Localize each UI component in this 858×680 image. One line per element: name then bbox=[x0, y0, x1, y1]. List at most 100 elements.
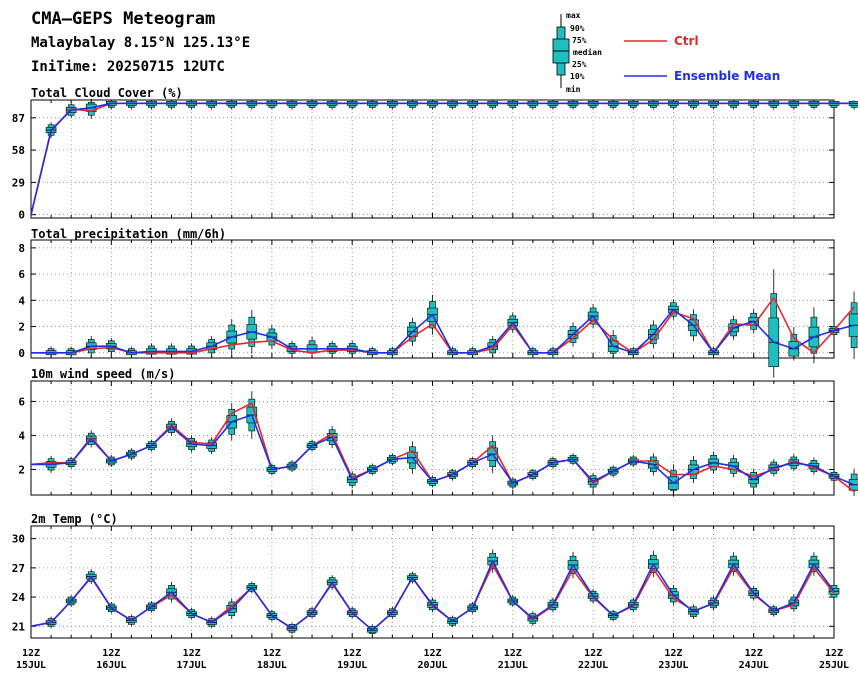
y-tick-label: 0 bbox=[18, 347, 25, 360]
ensemble-box bbox=[427, 100, 438, 110]
legend-median-label: median bbox=[573, 47, 602, 57]
x-tick-label-hour: 12Z bbox=[664, 648, 682, 659]
x-tick-label-date: 17JUL bbox=[177, 660, 207, 671]
ensemble-box bbox=[467, 100, 478, 110]
panel-title: Total precipitation (mm/6h) bbox=[31, 227, 226, 241]
x-tick-label-date: 24JUL bbox=[739, 660, 769, 671]
legend-max-label: max bbox=[566, 11, 581, 20]
x-tick-label-date: 20JUL bbox=[417, 660, 447, 671]
panel-title: 2m Temp (°C) bbox=[31, 512, 118, 526]
ensemble-box bbox=[246, 100, 258, 110]
panel-4: 2m Temp (°C) 21 24 27 30 bbox=[12, 512, 840, 639]
y-tick-label: 58 bbox=[12, 144, 25, 157]
legend-p10-label: 10% bbox=[570, 72, 585, 81]
ensemble-box bbox=[186, 100, 197, 110]
x-tick-label-hour: 12Z bbox=[102, 648, 120, 659]
panel-title: Total Cloud Cover (%) bbox=[31, 86, 183, 100]
x-tick-label-date: 25JUL bbox=[819, 660, 849, 671]
ensemble-box bbox=[266, 100, 278, 110]
x-tick-label-hour: 12Z bbox=[745, 648, 763, 659]
ensemble-box bbox=[507, 100, 519, 110]
x-axis: 12Z15JUL12Z16JUL12Z17JUL12Z18JUL12Z19JUL… bbox=[16, 648, 849, 671]
panel-1: Total Cloud Cover (%) 0 29 58 87 bbox=[12, 86, 858, 222]
panel-title: 10m wind speed (m/s) bbox=[31, 367, 176, 381]
x-tick-label-hour: 12Z bbox=[263, 648, 281, 659]
x-tick-label-date: 22JUL bbox=[578, 660, 608, 671]
x-tick-label-hour: 12Z bbox=[343, 648, 361, 659]
ensemble-box bbox=[487, 100, 499, 110]
y-tick-label: 87 bbox=[12, 112, 25, 125]
legend-p25-label: 25% bbox=[572, 60, 587, 69]
ensemble-box bbox=[527, 100, 539, 110]
series-mean-line bbox=[30, 560, 835, 632]
x-tick-label-date: 16JUL bbox=[96, 660, 126, 671]
ensemble-box bbox=[387, 100, 398, 110]
x-tick-label-hour: 12Z bbox=[504, 648, 522, 659]
panel-2: Total precipitation (mm/6h) 0 2 4 6 8 bbox=[18, 227, 858, 378]
series-mean-line bbox=[31, 308, 855, 354]
init-time-label: IniTime: 20250715 12UTC bbox=[31, 59, 225, 75]
ensemble-box bbox=[306, 100, 318, 110]
ensemble-box bbox=[206, 100, 217, 110]
ensemble-box bbox=[166, 343, 177, 357]
chart-title: CMA–GEPS Meteogram bbox=[31, 9, 215, 29]
y-tick-label: 29 bbox=[12, 176, 25, 189]
legend-mean-label: Ensemble Mean bbox=[674, 69, 780, 83]
ensemble-box bbox=[45, 346, 57, 356]
y-tick-label: 0 bbox=[18, 209, 25, 222]
x-tick-label-hour: 12Z bbox=[423, 648, 441, 659]
ensemble-box bbox=[648, 100, 659, 110]
y-tick-label: 6 bbox=[18, 268, 25, 281]
ensemble-box bbox=[166, 100, 177, 110]
x-tick-label-hour: 12Z bbox=[584, 648, 602, 659]
ensemble-box bbox=[407, 100, 418, 110]
ensemble-box bbox=[366, 346, 378, 356]
legend-lines: Ctrl Ensemble Mean bbox=[624, 34, 780, 83]
y-tick-label: 2 bbox=[18, 321, 25, 334]
ensemble-box bbox=[748, 100, 760, 110]
x-tick-label-date: 19JUL bbox=[337, 660, 367, 671]
x-tick-label-date: 18JUL bbox=[257, 660, 287, 671]
ensemble-box bbox=[146, 343, 157, 357]
panel-3: 10m wind speed (m/s) 2 4 6 bbox=[18, 367, 858, 497]
ensemble-box bbox=[607, 100, 619, 110]
ensemble-box bbox=[808, 100, 820, 110]
ensemble-box bbox=[146, 100, 157, 110]
legend-p75-label: 75% bbox=[572, 36, 587, 45]
panels: Total Cloud Cover (%) 0 29 58 87 Total precip… bbox=[12, 86, 858, 639]
ensemble-box bbox=[186, 343, 197, 357]
legend-min-label: min bbox=[566, 84, 581, 94]
ensemble-box bbox=[627, 100, 639, 110]
y-tick-label: 21 bbox=[12, 620, 26, 633]
ensemble-box bbox=[708, 100, 719, 110]
ensemble-box bbox=[366, 100, 378, 110]
ensemble-box bbox=[226, 100, 238, 110]
ensemble-box bbox=[728, 100, 739, 110]
ensemble-box bbox=[587, 100, 599, 110]
ensemble-box bbox=[126, 100, 137, 110]
ensemble-box bbox=[848, 100, 858, 110]
legend-p90-label: 90% bbox=[570, 24, 585, 33]
x-tick-label-date: 21JUL bbox=[498, 660, 528, 671]
x-tick-label-hour: 12Z bbox=[183, 648, 201, 659]
y-tick-label: 24 bbox=[12, 591, 26, 604]
ensemble-box bbox=[306, 336, 318, 358]
y-tick-label: 6 bbox=[18, 395, 25, 408]
ensemble-box bbox=[286, 100, 298, 110]
x-tick-label-date: 15JUL bbox=[16, 660, 46, 671]
x-tick-label-hour: 12Z bbox=[22, 648, 40, 659]
y-tick-label: 8 bbox=[18, 242, 25, 255]
x-tick-label-date: 23JUL bbox=[658, 660, 688, 671]
ensemble-box bbox=[768, 100, 780, 110]
x-tick-label-hour: 12Z bbox=[825, 648, 843, 659]
legend-box-key: max 90% 75% median 25% 10% min bbox=[552, 11, 602, 94]
series-mean-line bbox=[31, 414, 855, 486]
ensemble-box bbox=[346, 100, 358, 110]
ensemble-box bbox=[668, 100, 679, 110]
y-tick-label: 2 bbox=[18, 463, 25, 476]
legend-ctrl-label: Ctrl bbox=[674, 34, 699, 48]
ensemble-box bbox=[828, 100, 840, 110]
ensemble-box bbox=[326, 100, 338, 110]
